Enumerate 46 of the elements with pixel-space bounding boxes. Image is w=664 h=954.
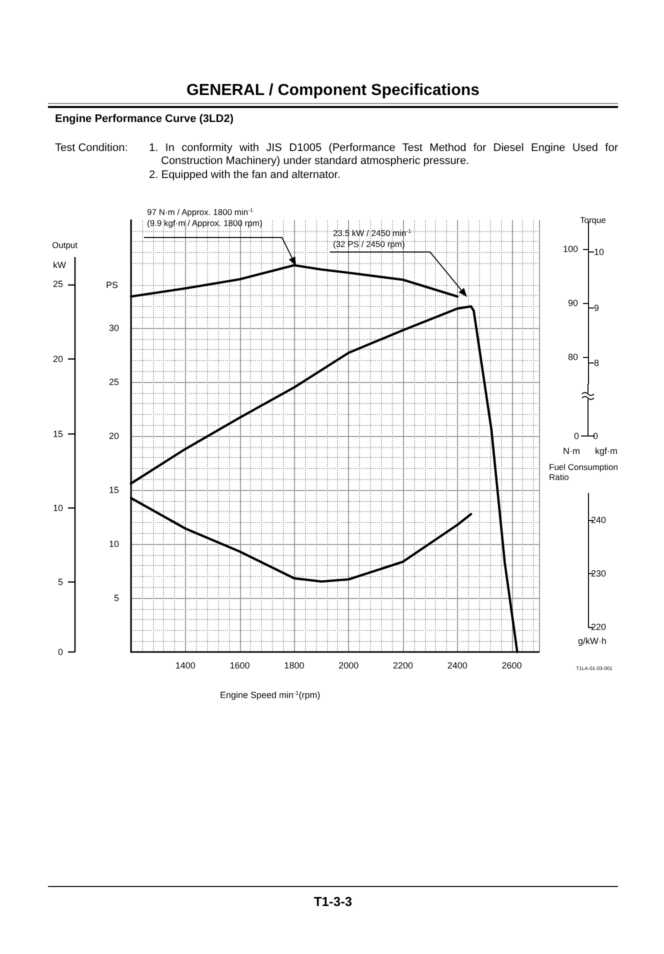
chart-title: GENERAL / Component Specifications xyxy=(185,81,481,100)
annotation: 23.5 kW / 2450 min$^{-1}$ (32 PS / 2450 rpm) xyxy=(333,228,412,249)
x-tick-label: 1400 xyxy=(175,660,196,670)
text: 1. In conformity with JIS D1005 (Performance Test Method for Diesel Engine Used for Construction Machinery) under standard atmospheric pressure. xyxy=(149,142,618,168)
text: 8 xyxy=(594,358,600,369)
chart-subtitle: Engine Performance Curve (3LD2) xyxy=(55,113,234,126)
x-tick-label: 2200 xyxy=(392,660,414,670)
x-axis-title: Engine Speed min$^{-1}$(rpm) xyxy=(220,690,320,701)
y2-axis-title: N·m xyxy=(563,446,580,457)
text: 9 xyxy=(594,303,600,314)
x-tick-label: 2400 xyxy=(447,660,468,670)
y3-tick-label: 220 xyxy=(591,622,606,632)
text: Test Condition: xyxy=(55,142,128,156)
y-axis-title: PS xyxy=(106,280,118,291)
x-tick-label: 2600 xyxy=(502,660,522,670)
text: 15 xyxy=(52,429,63,440)
y3-tick-label: 240 xyxy=(591,515,606,525)
text: Output xyxy=(52,240,78,250)
text: 0 xyxy=(56,647,63,658)
y2-tick-label: 80 xyxy=(568,352,578,362)
y-tick-label: 25 xyxy=(108,377,119,387)
y-tick-label: 5 xyxy=(114,593,119,603)
y2-tick-label: 90 xyxy=(568,298,578,308)
y2-tick-label: 100 xyxy=(562,244,578,254)
x-tick-label: 1800 xyxy=(284,660,304,670)
y-tick-label: 20 xyxy=(108,431,119,441)
annotation: 97 N·m / Approx. 1800 min$^{-1}$ (9.9 kgf·m / Approx. 1800 rpm) xyxy=(147,207,262,228)
text: kW xyxy=(53,260,66,271)
y-tick-label: 30 xyxy=(108,323,119,333)
text: 25 xyxy=(52,279,63,290)
text: 5 xyxy=(56,577,63,588)
y-tick-label: 15 xyxy=(108,485,119,495)
y-tick-label: 10 xyxy=(108,539,119,549)
x-tick-label: 1600 xyxy=(230,660,250,670)
text: Torque xyxy=(580,215,606,226)
text: T1-3-3 xyxy=(312,894,354,910)
text: kgf·m xyxy=(595,446,618,457)
text: Fuel Consumption Ratio xyxy=(549,462,619,482)
y3-axis-title: g/kW·h xyxy=(578,636,607,647)
x-tick-label: 2000 xyxy=(338,660,359,670)
text: 2. Equipped with the fan and alternator. xyxy=(149,169,340,182)
text: 20 xyxy=(52,354,63,365)
text: 10 xyxy=(594,247,604,258)
text: 10 xyxy=(52,503,63,514)
y3-tick-label: 230 xyxy=(591,568,606,578)
text: 0 xyxy=(572,431,579,442)
